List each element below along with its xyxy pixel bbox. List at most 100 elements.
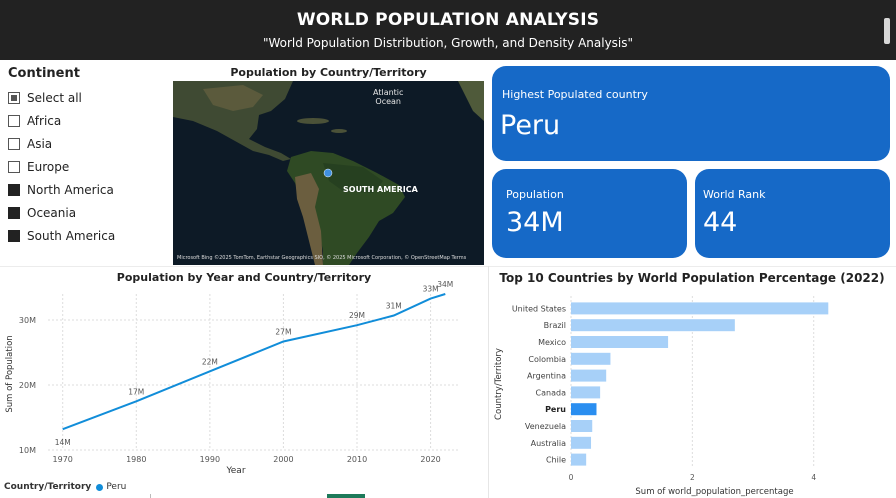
bar[interactable]	[571, 436, 592, 449]
y-tick-label: 10M	[19, 446, 36, 455]
checkbox[interactable]	[8, 91, 20, 104]
slicer-item-south-america[interactable]: South America	[8, 224, 168, 247]
chart-divider	[488, 266, 489, 498]
slicer-item-label: Oceania	[27, 205, 77, 220]
map-title: Population by Country/Territory	[230, 66, 427, 79]
map-terrain	[173, 81, 484, 265]
category-label: Australia	[531, 439, 566, 448]
ocean-label: Atlantic Ocean	[373, 88, 403, 106]
bar[interactable]	[571, 386, 601, 399]
card-label: Highest Populated country	[502, 88, 648, 101]
x-tick-label: 2010	[347, 455, 367, 464]
highest-country-card: Highest Populated country Peru	[492, 66, 890, 161]
data-label: 14M	[55, 438, 71, 447]
slicer-item-label: South America	[27, 228, 116, 243]
scrollbar-thumb[interactable]	[884, 18, 890, 44]
ocean-label-line2: Ocean	[375, 97, 401, 106]
category-label: Mexico	[538, 338, 566, 347]
y-tick-label: 30M	[19, 316, 36, 325]
slicer-item-label: Asia	[27, 136, 53, 151]
x-tick-label: 0	[569, 473, 574, 482]
slicer-item-label: Africa	[27, 113, 62, 128]
category-label: Peru	[545, 405, 566, 414]
checkbox[interactable]	[8, 114, 20, 127]
x-tick-label: 2020	[420, 455, 440, 464]
card-value: Peru	[500, 110, 561, 141]
map-attribution[interactable]: Microsoft Bing ©2025 TomTom, Earthstar G…	[177, 255, 467, 261]
map-bubble-peru[interactable]	[323, 168, 333, 178]
data-label: 17M	[128, 387, 144, 396]
bar-chart[interactable]: 0 2 4 United States Brazil Mexico Colombia Arge…	[488, 268, 896, 498]
bar[interactable]	[571, 369, 607, 382]
x-tick-label: 1980	[126, 455, 146, 464]
x-tick-label: 1990	[200, 455, 220, 464]
x-tick-label: 2	[690, 473, 695, 482]
bar[interactable]	[571, 403, 597, 416]
checkbox[interactable]	[8, 206, 20, 219]
bar[interactable]	[571, 319, 735, 332]
data-label: 22M	[202, 357, 218, 366]
x-tick-label: 2000	[273, 455, 293, 464]
line-legend: Country/Territory Peru	[4, 482, 126, 492]
y-tick-label: 20M	[19, 381, 36, 390]
ocean-label-line1: Atlantic	[373, 88, 404, 97]
region-label: SOUTH AMERICA	[343, 185, 418, 194]
bar[interactable]	[571, 420, 593, 432]
report-header: WORLD POPULATION ANALYSIS "World Populat…	[0, 0, 896, 60]
slicer-item-north-america[interactable]: North America	[8, 178, 168, 201]
data-label: 33M	[423, 285, 439, 294]
world-rank-card: World Rank 44	[695, 169, 890, 258]
card-value: 34M	[506, 207, 564, 238]
series-line-peru[interactable]	[62, 293, 446, 431]
slicer-item-label: Select all	[27, 90, 82, 105]
bar[interactable]	[571, 453, 587, 466]
population-card: Population 34M	[492, 169, 687, 258]
bar[interactable]	[571, 352, 611, 365]
slicer-item-europe[interactable]: Europe	[8, 155, 168, 178]
y-axis-title: Country/Territory	[494, 348, 504, 420]
slicer-item-africa[interactable]: Africa	[8, 109, 168, 132]
slicer-item-asia[interactable]: Asia	[8, 132, 168, 155]
population-map[interactable]: Atlantic Ocean SOUTH AMERICA Microsoft B…	[173, 81, 484, 265]
data-label: 27M	[275, 327, 291, 336]
map-bubbles	[323, 168, 333, 178]
bar[interactable]	[571, 302, 829, 315]
category-label: Chile	[546, 456, 566, 465]
legend-title: Country/Territory	[4, 482, 92, 492]
bar[interactable]	[571, 336, 669, 348]
checkbox[interactable]	[8, 137, 20, 150]
page-tab-indicator[interactable]	[327, 494, 365, 498]
slicer-title: Continent	[8, 66, 80, 81]
report-subtitle: "World Population Distribution, Growth, …	[262, 36, 634, 50]
checkbox[interactable]	[8, 183, 20, 196]
checkbox[interactable]	[8, 160, 20, 173]
line-chart[interactable]: 1970 1980 1990 2000 2010 2020 10M 20M 30M 14M 17M 2…	[0, 268, 488, 498]
category-label: Canada	[536, 388, 567, 397]
card-value: 44	[703, 207, 738, 238]
category-label: Colombia	[528, 355, 566, 364]
category-label: Argentina	[527, 372, 566, 381]
page-tab-divider	[150, 494, 151, 498]
data-label: 34M	[437, 280, 453, 289]
section-divider	[0, 266, 896, 267]
slicer-item-oceania[interactable]: Oceania	[8, 201, 168, 224]
report-title: WORLD POPULATION ANALYSIS	[296, 10, 600, 30]
category-label: Brazil	[544, 321, 566, 330]
slicer-item-select-all[interactable]: Select all	[8, 86, 168, 109]
card-label: World Rank	[703, 188, 766, 201]
card-label: Population	[506, 188, 564, 201]
legend-marker	[96, 483, 104, 491]
x-tick-label: 1970	[53, 455, 73, 464]
continent-slicer: Continent Select all Africa Asia Europe …	[8, 66, 168, 247]
x-axis-title: Year	[225, 466, 245, 476]
x-axis-title: Sum of world_population_percentage	[635, 487, 793, 497]
slicer-item-label: North America	[27, 182, 114, 197]
legend-item[interactable]: Peru	[106, 482, 127, 492]
bar-chart-title: Top 10 Countries by World Population Per…	[499, 271, 885, 285]
line-chart-title: Population by Year and Country/Territory	[116, 271, 372, 284]
checkbox[interactable]	[8, 229, 20, 242]
slicer-item-label: Europe	[27, 159, 70, 174]
category-label: United States	[512, 304, 566, 313]
x-tick-label: 4	[811, 473, 816, 482]
data-label: 31M	[386, 301, 402, 310]
